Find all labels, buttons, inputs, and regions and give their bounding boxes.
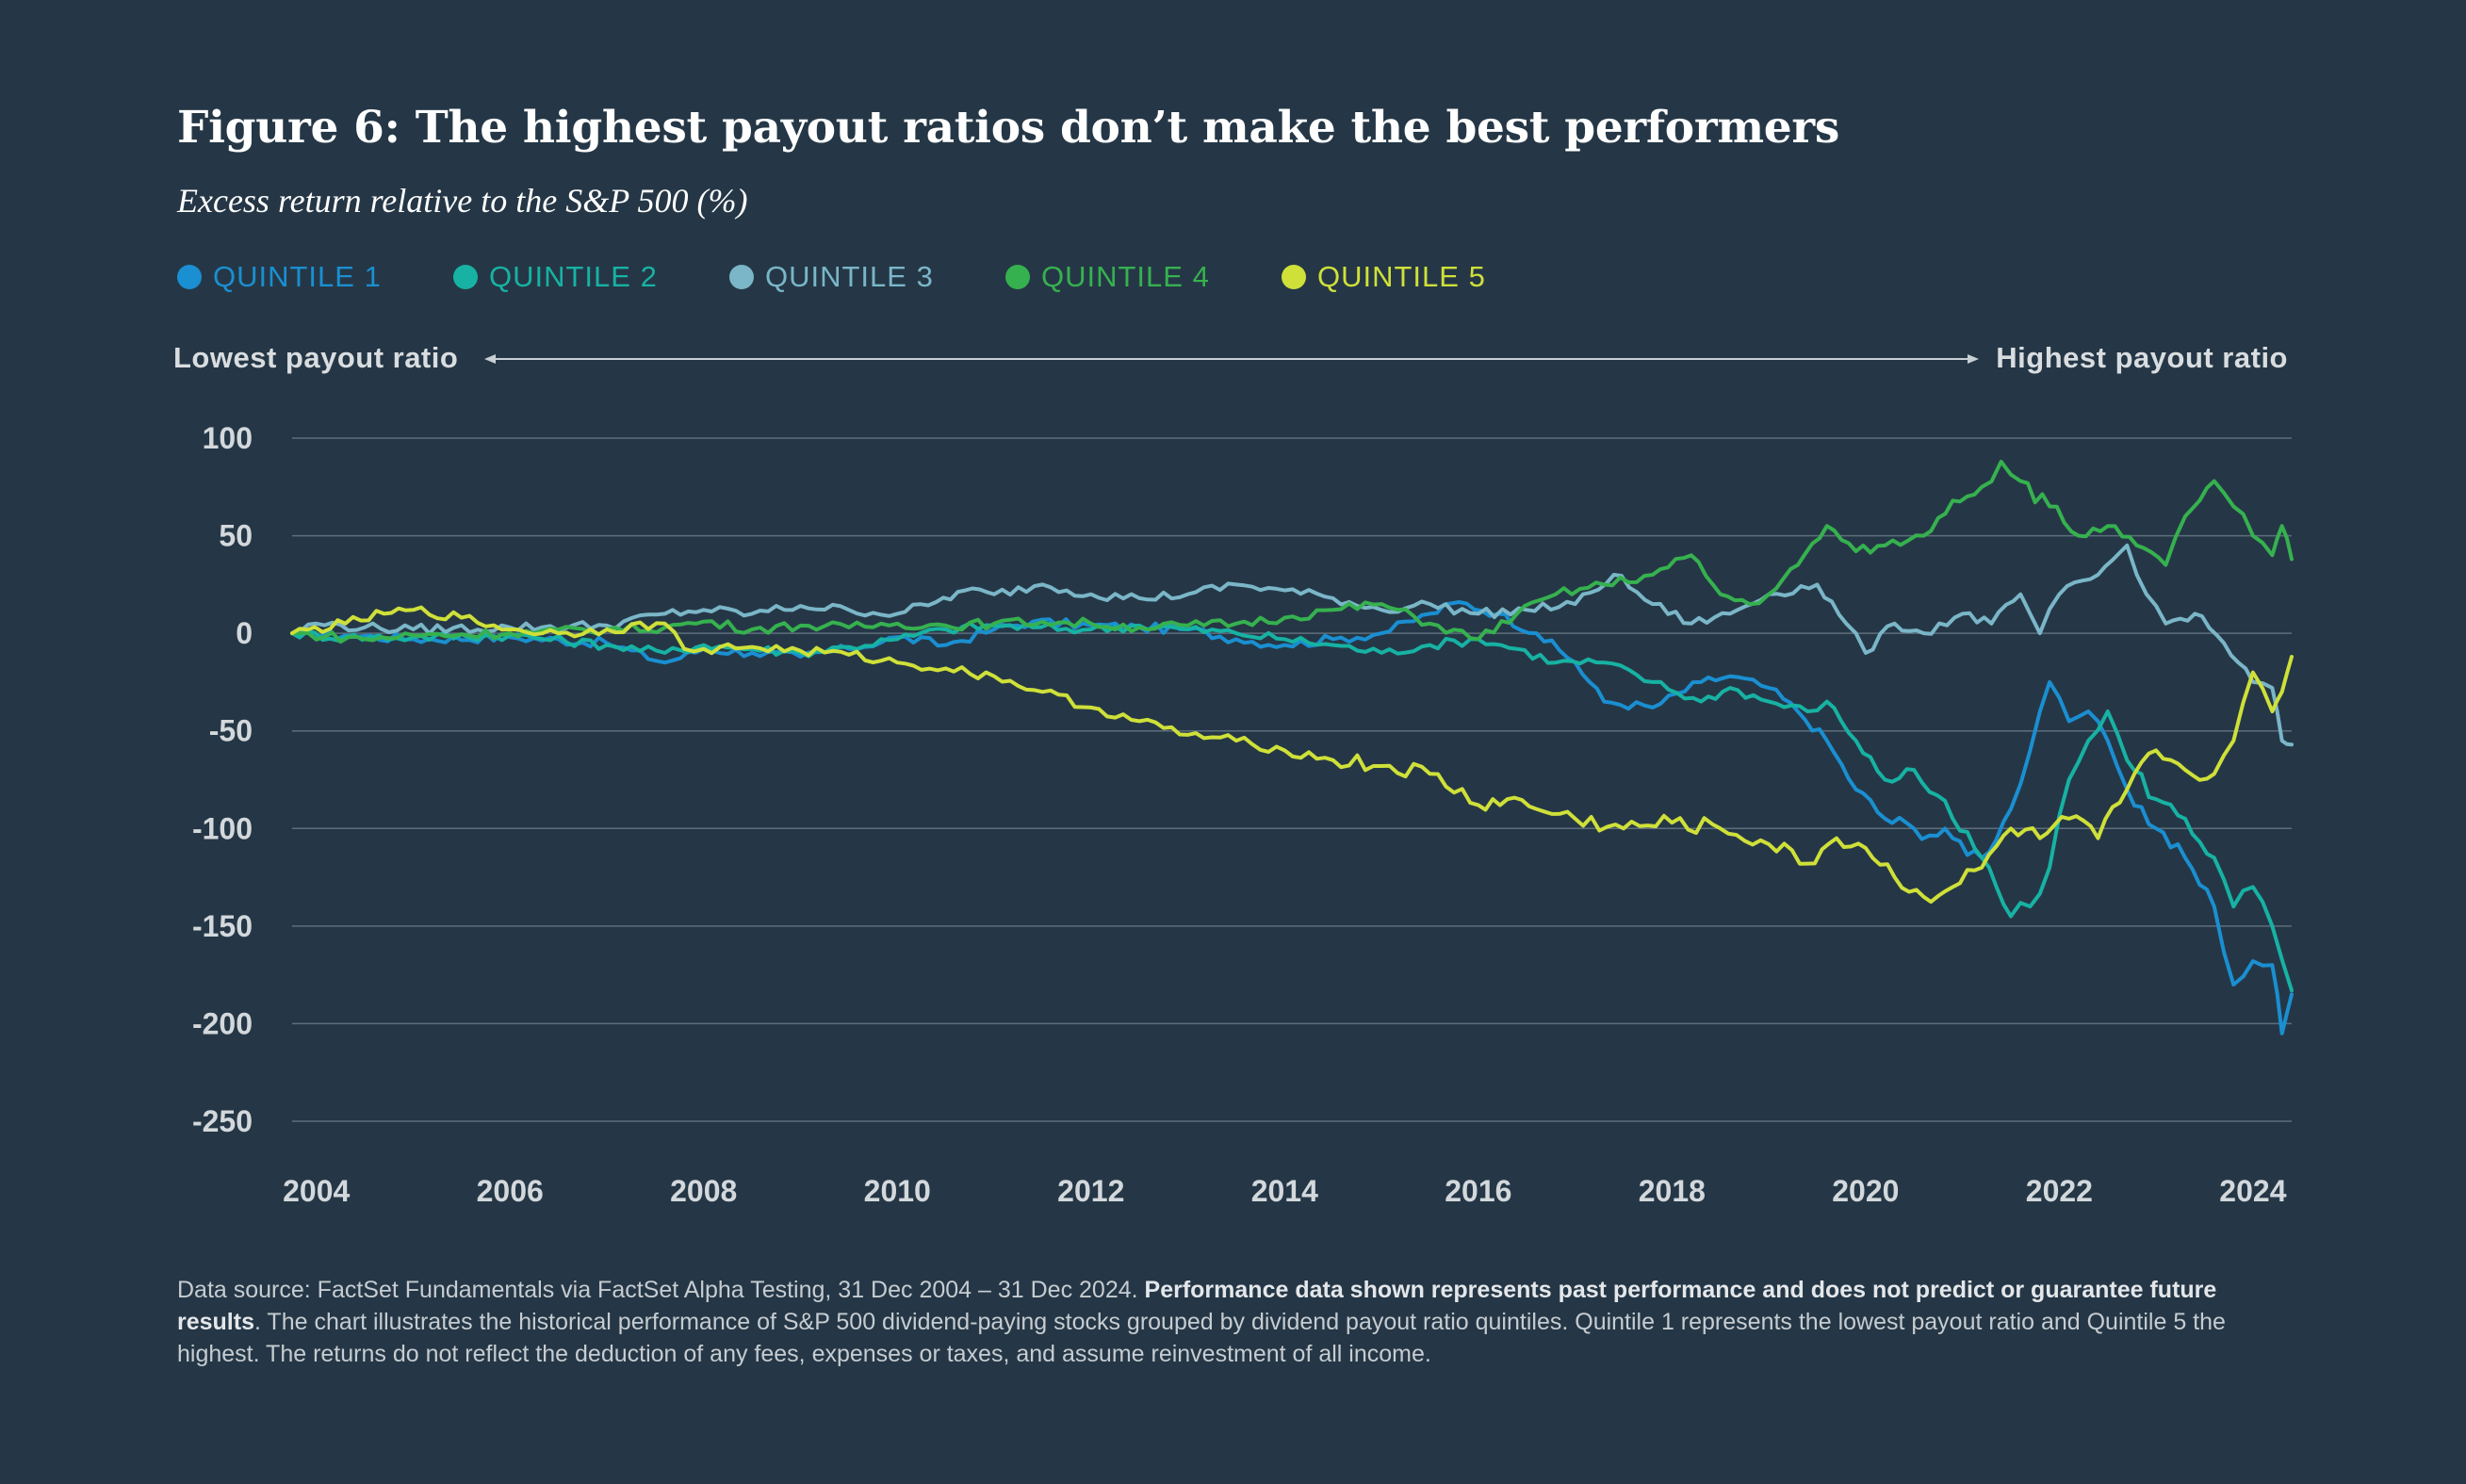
y-tick-label: 100 (203, 421, 253, 455)
footnote: Data source: FactSet Fundamentals via Fa… (177, 1274, 2288, 1370)
legend-marker-icon (1005, 265, 1030, 289)
x-tick-label: 2016 (1445, 1174, 1511, 1208)
chart-subtitle: Excess return relative to the S&P 500 (%… (177, 182, 748, 220)
legend-item-quintile-4: QUINTILE 4 (1005, 260, 1282, 294)
series-line-quintile-5 (290, 605, 2294, 905)
legend-item-quintile-5: QUINTILE 5 (1282, 260, 1558, 294)
legend-item-quintile-3: QUINTILE 3 (729, 260, 1005, 294)
y-tick-label: 0 (236, 616, 253, 650)
legend-label: QUINTILE 4 (1041, 260, 1210, 293)
y-tick-label: -200 (192, 1006, 253, 1040)
arrow-left-icon (484, 354, 496, 364)
legend-item-quintile-2: QUINTILE 2 (453, 260, 729, 294)
y-tick-label: -50 (209, 714, 253, 748)
legend-marker-icon (177, 265, 202, 289)
legend-label: QUINTILE 2 (489, 260, 658, 293)
x-tick-label: 2010 (864, 1174, 931, 1208)
range-label-high: Highest payout ratio (1996, 341, 2288, 374)
footnote-description: . The chart illustrates the historical p… (177, 1309, 2226, 1367)
range-label-low: Lowest payout ratio (173, 341, 459, 374)
x-tick-label: 2012 (1057, 1174, 1124, 1208)
arrow-right-icon (1968, 354, 1979, 364)
legend-marker-icon (1282, 265, 1306, 289)
x-tick-label: 2014 (1251, 1174, 1318, 1208)
footnote-disclaimer: Performance data shown represents past p… (177, 1277, 2217, 1335)
x-tick-label: 2024 (2219, 1174, 2286, 1208)
x-tick-label: 2004 (283, 1174, 350, 1208)
grid (292, 437, 2292, 1122)
series-line-quintile-2 (290, 621, 2294, 993)
legend-label: QUINTILE 5 (1317, 260, 1486, 293)
legend-marker-icon (453, 265, 478, 289)
series-group (290, 459, 2294, 1036)
legend-label: QUINTILE 1 (213, 260, 382, 293)
x-axis: 2004 2006 2008 2010 2012 2014 2016 2018 2020 2022… (283, 1174, 2287, 1208)
y-tick-label: -100 (192, 811, 253, 845)
x-tick-label: 2020 (1832, 1174, 1899, 1208)
y-tick-label: 50 (219, 519, 253, 553)
legend-marker-icon (729, 265, 754, 289)
y-tick-label: -150 (192, 909, 253, 943)
legend-label: QUINTILE 3 (765, 260, 934, 293)
x-tick-label: 2008 (670, 1174, 737, 1208)
legend: QUINTILE 1 QUINTILE 2 QUINTILE 3 QUINTIL… (177, 260, 1558, 294)
chart-title: Figure 6: The highest payout ratios don’… (177, 102, 1839, 154)
y-tick-label: -250 (192, 1104, 253, 1138)
series-line-quintile-4 (290, 459, 2294, 644)
series-line-quintile-3 (290, 543, 2294, 747)
legend-item-quintile-1: QUINTILE 1 (177, 260, 453, 294)
footnote-source: Data source: FactSet Fundamentals via Fa… (177, 1277, 1145, 1303)
x-tick-label: 2006 (477, 1174, 544, 1208)
x-tick-label: 2022 (2026, 1174, 2093, 1208)
y-axis: 100 50 0 -50 -100 -150 -200 -250 (192, 421, 253, 1138)
x-tick-label: 2018 (1639, 1174, 1706, 1208)
series-line-quintile-1 (290, 600, 2294, 1036)
